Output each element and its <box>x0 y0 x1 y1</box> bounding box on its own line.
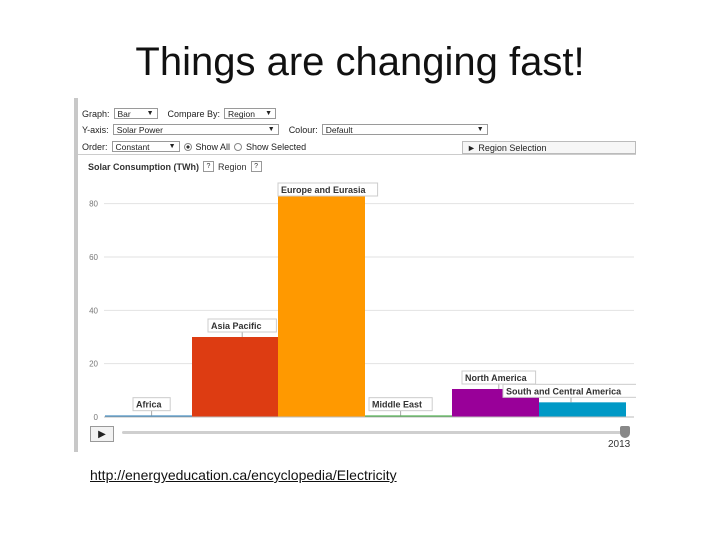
compare-select[interactable]: Region ▼ <box>224 108 277 119</box>
graph-select-value: Bar <box>117 108 131 119</box>
bar-chart: 0 20 40 60 80 Africa Asia Pacific Europe and Eu… <box>89 182 636 422</box>
bar <box>105 415 192 417</box>
bar-label-box <box>132 397 171 412</box>
dropdown-arrow-icon: ▼ <box>265 110 273 117</box>
yaxis-select[interactable]: Solar Power ▼ <box>112 124 279 135</box>
graph-row: Graph: Bar ▼ Compare By: Region ▼ <box>82 107 277 120</box>
dropdown-arrow-icon: ▼ <box>476 126 484 133</box>
app-screenshot: Graph: Bar ▼ Compare By: Region ▼ Y-axis… <box>74 98 636 452</box>
chart-title: Solar Consumption (TWh) <box>88 161 199 172</box>
timeline-track[interactable] <box>122 431 628 434</box>
bar <box>192 337 279 417</box>
region-axis-label: Region <box>217 161 247 172</box>
play-icon: ▶ <box>98 428 106 440</box>
y-tick-label: 80 <box>89 200 98 209</box>
show-selected-radio[interactable] <box>234 142 243 151</box>
compare-label: Compare By: <box>167 108 221 119</box>
y-tick-label: 20 <box>89 360 98 369</box>
compare-select-value: Region <box>228 108 255 119</box>
bar-label-box <box>207 318 277 333</box>
y-tick-label: 0 <box>94 413 99 422</box>
yaxis-row: Y-axis: Solar Power ▼ Colour: Default ▼ <box>82 123 488 136</box>
dropdown-arrow-icon: ▼ <box>146 110 154 117</box>
colour-label: Colour: <box>288 124 318 135</box>
play-button[interactable]: ▶ <box>90 426 114 442</box>
colour-select-value: Default <box>325 124 353 135</box>
help-icon[interactable]: ? <box>250 161 262 172</box>
order-select-value: Constant <box>115 141 150 152</box>
graph-select[interactable]: Bar ▼ <box>113 108 158 119</box>
show-selected-label: Show Selected <box>246 141 307 152</box>
bar-label-box <box>277 182 379 197</box>
bar-label: Africa <box>136 400 163 410</box>
graph-label: Graph: <box>82 108 110 119</box>
dropdown-arrow-icon: ▼ <box>267 126 275 133</box>
timeline-player: ▶ 2013 <box>78 424 636 452</box>
bar-label: South and Central America <box>506 386 622 396</box>
order-label: Order: <box>82 141 108 152</box>
slide-title: Things are changing fast! <box>135 40 585 84</box>
yaxis-label: Y-axis: <box>82 124 109 135</box>
help-icon[interactable]: ? <box>202 161 214 172</box>
y-tick-label: 40 <box>89 306 98 315</box>
show-all-radio[interactable] <box>183 142 192 151</box>
chart-panel: Solar Consumption (TWh) ? Region ? 0 20 40… <box>78 154 636 425</box>
timeline-year: 2013 <box>608 439 631 450</box>
order-row: Order: Constant ▼ Show All Show Selected <box>82 140 306 153</box>
colour-select[interactable]: Default ▼ <box>321 124 488 135</box>
bar <box>539 402 626 417</box>
yaxis-select-value: Solar Power <box>116 124 163 135</box>
y-tick-label: 60 <box>89 253 98 262</box>
bar-label-box <box>461 370 537 385</box>
show-all-label: Show All <box>195 141 231 152</box>
timeline-thumb[interactable] <box>620 426 630 438</box>
bar <box>278 193 365 417</box>
bar-label: Asia Pacific <box>211 321 262 331</box>
region-selection-toggle[interactable]: ► Region Selection <box>462 141 636 154</box>
chart-header: Solar Consumption (TWh) ? Region ? <box>88 161 262 172</box>
dropdown-arrow-icon: ▼ <box>168 143 176 150</box>
bar-label: Europe and Eurasia <box>281 185 367 195</box>
bar-label: North America <box>465 373 528 383</box>
bar <box>365 415 452 417</box>
source-link[interactable]: http://energyeducation.ca/encyclopedia/E… <box>90 467 397 483</box>
order-select[interactable]: Constant ▼ <box>111 141 180 152</box>
bar-label: Middle East <box>372 400 422 410</box>
bar-label-box <box>502 383 636 398</box>
region-selection-label: ► Region Selection <box>467 142 547 153</box>
bar-label-box <box>368 397 433 412</box>
